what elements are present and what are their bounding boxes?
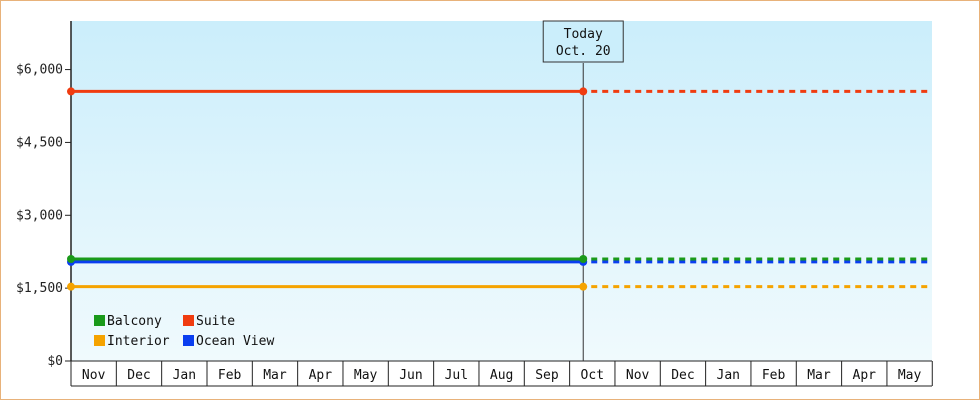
today-date: Oct. 20 bbox=[556, 44, 611, 59]
month-label: Feb bbox=[218, 368, 242, 383]
month-label: Dec bbox=[127, 368, 150, 383]
today-marker: Today Oct. 20 bbox=[542, 20, 624, 361]
legend-swatch bbox=[183, 335, 194, 346]
month-label: Jan bbox=[717, 368, 740, 383]
legend-label: Suite bbox=[196, 314, 235, 329]
month-label: Sep bbox=[535, 368, 559, 383]
series-point-interior bbox=[67, 282, 75, 291]
series-point-suite bbox=[579, 87, 588, 96]
y-axis: $0 $1,500 $3,000 $4,500 $6,000 bbox=[16, 21, 72, 369]
month-label: Apr bbox=[309, 368, 333, 383]
series-point-interior bbox=[579, 282, 588, 291]
legend: Balcony Suite Interior Ocean View bbox=[94, 314, 274, 349]
month-label: Jul bbox=[445, 368, 468, 383]
month-label: Jun bbox=[399, 368, 422, 383]
plot-area bbox=[71, 21, 932, 361]
month-label: Feb bbox=[762, 368, 786, 383]
y-tick-label: $1,500 bbox=[16, 281, 63, 296]
month-label: Jan bbox=[173, 368, 196, 383]
legend-swatch bbox=[94, 335, 105, 346]
month-label: Mar bbox=[807, 368, 831, 383]
month-label: May bbox=[354, 368, 378, 383]
legend-label: Interior bbox=[107, 334, 170, 349]
y-tick-label: $6,000 bbox=[16, 63, 63, 78]
today-box bbox=[542, 20, 624, 63]
today-label: Today bbox=[564, 27, 603, 42]
y-tick-label: $0 bbox=[47, 354, 63, 369]
y-tick-label: $3,000 bbox=[16, 208, 63, 223]
legend-label: Ocean View bbox=[196, 334, 274, 349]
series-point-suite bbox=[67, 87, 75, 96]
month-label: Aug bbox=[490, 368, 513, 383]
month-label: Nov bbox=[82, 368, 106, 383]
legend-label: Balcony bbox=[107, 314, 162, 329]
month-label: Oct bbox=[581, 368, 604, 383]
x-axis: Nov Dec Jan Feb Mar Apr May Jun Jul Aug Sep Oct Nov D… bbox=[70, 360, 933, 387]
legend-swatch bbox=[183, 315, 194, 326]
series-point-balcony bbox=[67, 255, 75, 263]
y-tick-label: $4,500 bbox=[16, 135, 63, 150]
month-label: Dec bbox=[671, 368, 694, 383]
month-label: Mar bbox=[263, 368, 287, 383]
month-label: Apr bbox=[853, 368, 877, 383]
series-point-balcony bbox=[579, 255, 588, 263]
month-label: Nov bbox=[626, 368, 650, 383]
month-label: May bbox=[898, 368, 922, 383]
legend-swatch bbox=[94, 315, 105, 326]
series-lines bbox=[67, 87, 932, 291]
